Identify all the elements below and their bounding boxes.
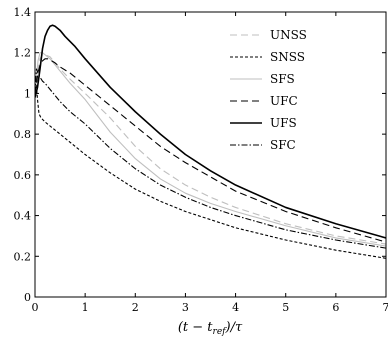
series-line-ufs [35, 25, 386, 238]
x-tick-label: 5 [282, 301, 289, 314]
y-tick-label: 0.4 [14, 210, 32, 223]
y-tick-label: 0 [24, 291, 31, 304]
x-tick-label: 0 [32, 301, 39, 314]
legend-label-unss: UNSS [270, 28, 307, 42]
legend-label-ufs: UFS [270, 116, 297, 130]
legend-label-ufc: UFC [270, 94, 298, 108]
ticks-layer: 0 1 2 3 4 5 6 7 0 0.2 0.4 0.6 0.8 1 1.2 1.4 [14, 6, 388, 314]
axes-layer [35, 12, 386, 297]
y-tick-label: 1 [24, 87, 31, 100]
series-line-sfs [35, 53, 386, 246]
x-tick-label: 7 [383, 301, 388, 314]
x-axis-label: (t − tref)/τ [178, 320, 243, 337]
x-tick-label: 4 [232, 301, 239, 314]
legend-label-sfs: SFS [270, 72, 295, 86]
x-axis-label-close: )/τ [225, 320, 243, 335]
series-line-ufc [35, 59, 386, 242]
y-tick-label: 0.8 [14, 128, 32, 141]
x-tick-label: 1 [82, 301, 89, 314]
x-tick-label: 6 [332, 301, 339, 314]
series-line-unss [35, 55, 386, 244]
series-layer [35, 25, 386, 258]
x-axis-label-open: (t − t [178, 320, 213, 335]
y-tick-label: 0.6 [14, 169, 32, 182]
y-tick-label: 1.2 [14, 47, 32, 60]
legend-label-sfc: SFC [270, 138, 296, 152]
series-line-snss [35, 79, 386, 258]
y-tick-label: 0.2 [14, 250, 32, 263]
legend-label-snss: SNSS [270, 50, 305, 64]
y-tick-label: 1.4 [14, 6, 32, 19]
x-tick-label: 3 [182, 301, 189, 314]
x-tick-label: 2 [132, 301, 139, 314]
legend: UNSS SNSS SFS UFC UFS SFC [230, 28, 307, 152]
plot-frame [35, 12, 386, 297]
